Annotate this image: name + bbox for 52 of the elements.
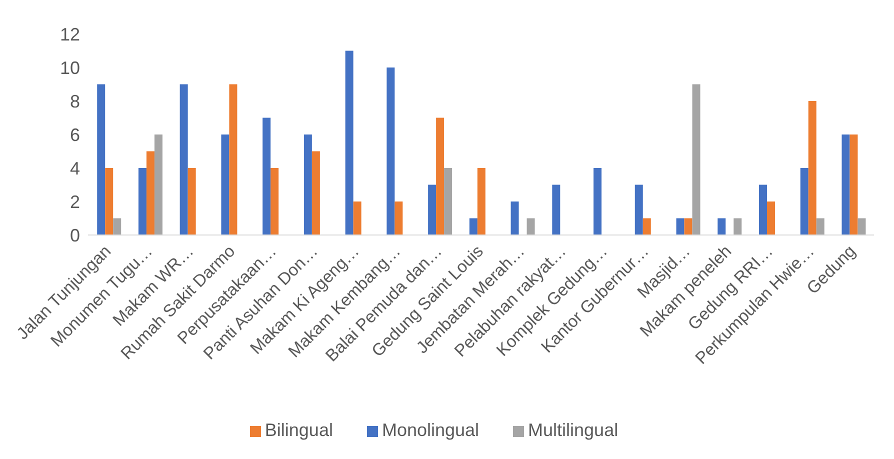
bar (718, 218, 726, 235)
bar (469, 218, 478, 235)
bar (154, 134, 162, 235)
bar (312, 151, 320, 235)
bar (642, 218, 651, 235)
bar (188, 168, 196, 235)
bar (229, 84, 238, 235)
bar (353, 202, 362, 235)
bar (270, 168, 279, 235)
bar (850, 134, 858, 235)
bar (113, 218, 122, 235)
bar (634, 184, 643, 235)
bar (221, 134, 230, 235)
bar (436, 118, 444, 235)
bar (138, 168, 146, 235)
bar (526, 218, 535, 235)
bar (766, 202, 775, 235)
y-tick-label: 2 (70, 192, 80, 212)
y-tick-label: 12 (60, 24, 80, 44)
bar (345, 50, 354, 235)
bar (105, 168, 114, 235)
bar (146, 151, 154, 235)
bar (842, 134, 850, 235)
bar (180, 84, 188, 235)
bar (800, 168, 808, 235)
bar (97, 84, 106, 235)
bar (477, 168, 486, 235)
y-tick-label: 4 (70, 158, 80, 178)
bar (816, 218, 824, 235)
bar (394, 202, 403, 235)
bar (552, 184, 560, 235)
y-tick-label: 8 (70, 91, 80, 112)
bar (692, 84, 700, 235)
bar (676, 218, 684, 235)
bar (428, 184, 436, 235)
bar (510, 202, 519, 235)
bar (808, 101, 816, 235)
bar (594, 168, 602, 235)
bar (684, 218, 692, 235)
y-tick-label: 0 (70, 225, 80, 246)
y-tick-label: 6 (70, 124, 80, 145)
bar (386, 68, 395, 235)
bar (304, 134, 312, 235)
bar (858, 218, 866, 235)
bar (734, 218, 742, 235)
y-tick-label: 10 (60, 58, 80, 78)
bar (262, 118, 271, 235)
legend-label: Monolingual (382, 420, 480, 440)
bar (758, 184, 767, 235)
legend-label: Bilingual (264, 420, 333, 440)
legend-label: Multilingual (528, 420, 618, 440)
bar (444, 168, 452, 235)
